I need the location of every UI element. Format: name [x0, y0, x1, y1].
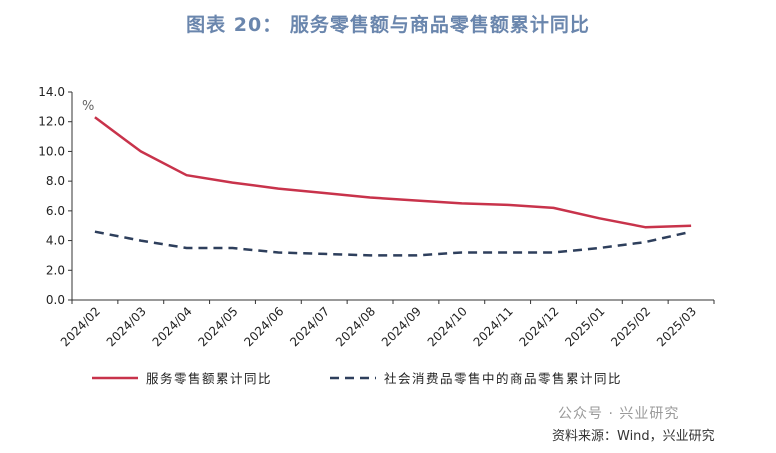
y-tick-label: 4.0 — [46, 234, 65, 248]
y-tick-label: 2.0 — [46, 263, 65, 277]
x-tick-label: 2024/07 — [287, 304, 332, 349]
x-tick-label: 2024/02 — [58, 304, 103, 349]
chart-axes — [71, 92, 714, 301]
x-tick-label: 2024/04 — [150, 304, 195, 349]
y-tick-label: 8.0 — [46, 174, 65, 188]
x-axis-ticks: 2024/02 2024/03 2024/04 2024/05 2024/06 2024/… — [58, 300, 715, 349]
y-tick-label: 10.0 — [38, 144, 65, 158]
chart-title: 图表 20： 服务零售额与商品零售额累计同比 — [186, 14, 590, 36]
y-tick-label: 0.0 — [46, 293, 65, 307]
chart-legend: 服务零售额累计同比 社会消费品零售中的商品零售累计同比 — [92, 371, 622, 386]
series-points-1 — [94, 117, 692, 228]
source-note: 资料来源：Wind，兴业研究 — [552, 429, 715, 444]
x-tick-label: 2024/12 — [516, 304, 561, 349]
y-axis-unit: % — [82, 99, 94, 114]
x-tick-label: 2024/08 — [333, 304, 378, 349]
x-tick-label: 2024/03 — [104, 304, 149, 349]
y-axis-ticks: 14.0 12.0 10.0 8.0 6.0 4.0 2.0 0.0% — [38, 85, 94, 307]
y-tick-label: 6.0 — [46, 204, 65, 218]
series-lines — [94, 116, 692, 257]
watermark-text: 公众号 · 兴业研究 — [558, 406, 679, 422]
x-tick-label: 2024/10 — [425, 304, 470, 349]
series-points-2 — [94, 231, 692, 256]
series-line-2 — [94, 230, 692, 257]
x-tick-label: 2024/11 — [471, 304, 516, 349]
legend-label-1: 服务零售额累计同比 — [146, 371, 272, 386]
y-tick-label: 12.0 — [38, 115, 65, 129]
x-tick-label: 2024/09 — [379, 304, 424, 349]
x-tick-label: 2025/02 — [608, 304, 653, 349]
series-line-1 — [94, 116, 692, 229]
x-tick-label: 2025/03 — [654, 304, 699, 349]
x-tick-label: 2024/06 — [241, 304, 286, 349]
legend-label-2: 社会消费品零售中的商品零售累计同比 — [384, 371, 622, 386]
y-tick-label: 14.0 — [38, 85, 65, 99]
x-tick-label: 2025/01 — [562, 304, 607, 349]
x-tick-label: 2024/05 — [195, 304, 240, 349]
